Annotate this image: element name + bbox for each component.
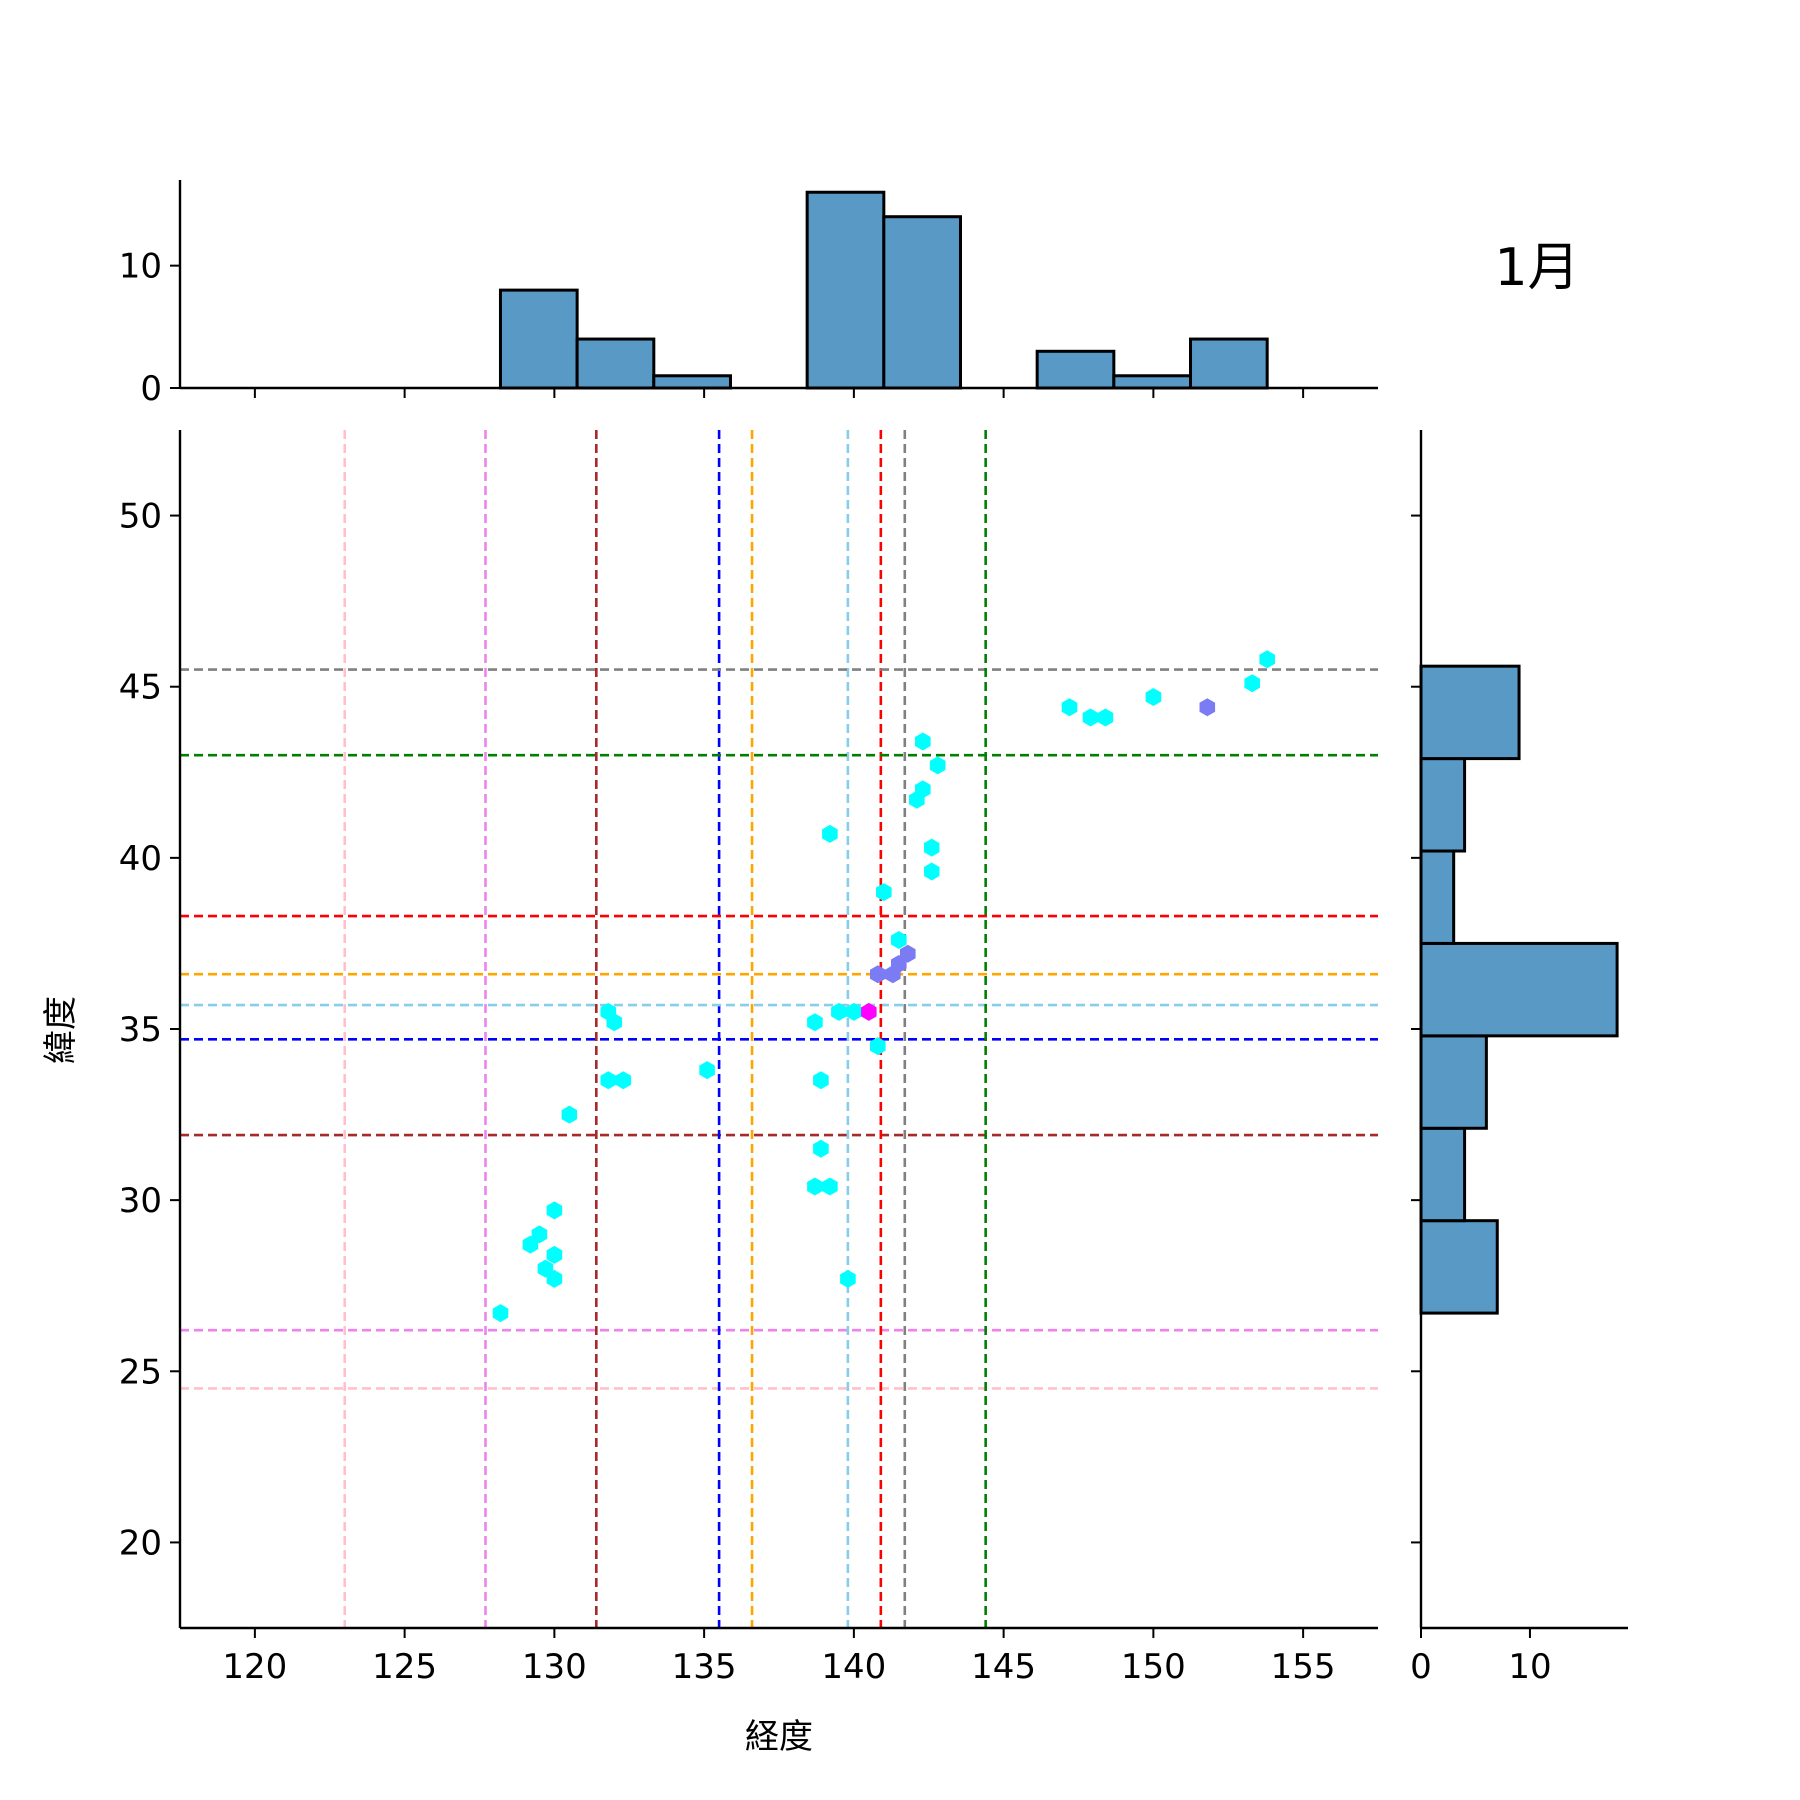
x-tick-label: 135	[672, 1647, 737, 1687]
hexbin-cell	[813, 1071, 829, 1090]
hexbin-cell	[492, 1304, 509, 1323]
hexbin-cell	[807, 1013, 823, 1032]
y-axis-label: 緯度	[41, 996, 81, 1064]
histogram-bar	[575, 337, 656, 390]
x-tick-label: 150	[1121, 1647, 1186, 1687]
hexbin-cell	[531, 1225, 548, 1244]
histogram-bar	[1035, 349, 1116, 390]
histogram-bar	[1419, 941, 1619, 1038]
hexbin-cell	[870, 1037, 886, 1056]
top-histogram-count-label: 0	[140, 369, 162, 409]
hexbin-cell	[822, 824, 838, 843]
reference-lines	[180, 430, 1378, 1628]
hexbin-cell	[1259, 650, 1275, 669]
tick-marks-and-labels: 120 125 130 135 140 145 150 155 20 25 30 35 40 45 50 0 1…	[119, 247, 1552, 1687]
x-tick-label: 140	[821, 1647, 886, 1687]
hexbin-cell	[606, 1013, 623, 1032]
hexbin-cell	[1061, 698, 1078, 717]
hexbin-cell	[822, 1177, 838, 1196]
hexbin-cell	[615, 1071, 632, 1090]
longitude-histogram	[498, 190, 1269, 390]
hexbin-cell	[876, 883, 892, 902]
y-tick-label: 30	[119, 1181, 162, 1221]
y-tick-label: 50	[119, 497, 162, 537]
hexbin-cell	[831, 1002, 847, 1021]
hexbin-cell	[924, 838, 940, 857]
hexbin-cell	[924, 862, 940, 881]
x-tick-label: 130	[522, 1647, 587, 1687]
hexbin-cell	[929, 756, 946, 775]
histogram-bar	[1112, 374, 1193, 390]
hexbin-cell	[840, 1269, 856, 1288]
hexbin-cell	[546, 1201, 563, 1220]
histogram-bar	[1419, 1126, 1467, 1223]
hexbin-cell	[813, 1139, 829, 1158]
histogram-bar	[498, 288, 579, 390]
histogram-bar	[1419, 664, 1521, 761]
hexbin-points	[492, 650, 1275, 1323]
x-tick-label: 120	[222, 1647, 287, 1687]
hexbin-cell	[561, 1105, 578, 1124]
hexbin-cell	[915, 732, 931, 751]
hexbin-cell	[900, 944, 916, 963]
x-tick-label: 125	[372, 1647, 437, 1687]
x-tick-label: 155	[1271, 1647, 1336, 1687]
hexbin-cell	[1244, 674, 1260, 693]
histogram-bar	[1419, 849, 1456, 945]
latitude-histogram	[1419, 664, 1619, 1315]
top-histogram-count-label: 10	[119, 247, 162, 287]
hexbin-cell	[807, 1177, 823, 1196]
hexbin-cell	[600, 1071, 617, 1090]
hexbin-cell	[861, 1002, 877, 1021]
hexbin-cell	[1082, 708, 1099, 727]
hexbin-cell	[891, 931, 907, 949]
hexbin-cell	[546, 1269, 563, 1288]
hexbin-cell	[1097, 708, 1114, 727]
right-histogram-count-label: 10	[1508, 1647, 1551, 1687]
hexbin-cell	[546, 1245, 563, 1264]
histogram-bar	[1419, 757, 1467, 853]
histogram-bar	[1419, 1034, 1488, 1130]
hexbin-cell	[915, 780, 931, 799]
hexbin-cell	[1199, 698, 1216, 717]
hexbin-cell	[870, 965, 886, 984]
chart-title: 1月	[1494, 238, 1579, 298]
hexbin-cell	[699, 1061, 715, 1080]
histogram-bar	[1189, 337, 1269, 390]
histogram-bar	[805, 190, 886, 390]
y-tick-label: 35	[119, 1010, 162, 1050]
histogram-bar	[882, 215, 962, 390]
right-histogram-count-label: 0	[1410, 1647, 1432, 1687]
histogram-bar	[652, 374, 732, 390]
y-tick-label: 40	[119, 839, 162, 879]
hexbin-cell	[846, 1002, 862, 1021]
y-tick-label: 25	[119, 1352, 162, 1392]
y-tick-label: 45	[119, 668, 162, 708]
hexbin-cell	[1145, 688, 1162, 706]
x-tick-label: 145	[971, 1647, 1036, 1687]
x-axis-label: 経度	[745, 1717, 813, 1757]
y-tick-label: 20	[119, 1523, 162, 1563]
histogram-bar	[1419, 1219, 1499, 1315]
